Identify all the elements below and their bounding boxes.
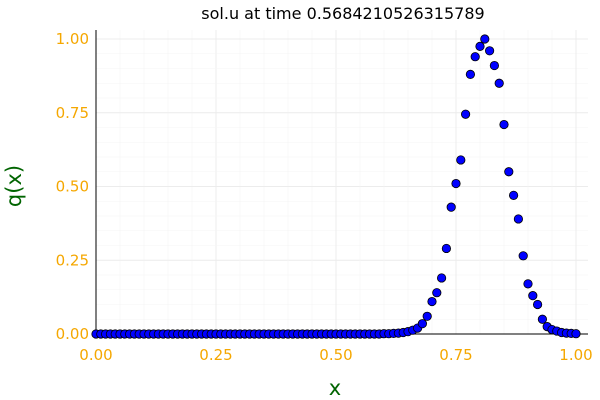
data-point	[484, 46, 495, 56]
data-point	[456, 155, 466, 165]
data-point	[427, 296, 437, 307]
data-point	[446, 202, 456, 212]
x-tick-label: 0.00	[79, 346, 112, 364]
data-point	[528, 291, 538, 301]
data-point	[504, 167, 514, 177]
data-point	[432, 288, 442, 298]
data-point	[532, 299, 543, 310]
data-point	[523, 279, 533, 289]
data-point	[451, 178, 461, 189]
data-point	[518, 251, 528, 261]
data-point	[460, 109, 471, 119]
y-tick-label: 0.75	[56, 104, 89, 122]
data-point	[489, 60, 499, 71]
data-point	[470, 52, 480, 62]
x-axis-label: x	[329, 376, 341, 400]
data-point	[480, 34, 490, 44]
data-point	[499, 119, 509, 130]
x-tick-label: 1.00	[559, 346, 592, 364]
x-tick-label: 0.25	[199, 346, 232, 364]
data-point	[422, 311, 432, 321]
data-point	[494, 78, 504, 88]
data-point	[475, 41, 485, 51]
data-points	[91, 34, 581, 339]
data-point	[417, 319, 427, 329]
y-tick-labels: 0.00 0.25 0.50 0.75 1.00	[56, 30, 89, 343]
data-point	[508, 190, 519, 200]
data-point	[513, 214, 524, 224]
x-tick-label: 0.50	[319, 346, 352, 364]
y-tick-label: 0.25	[56, 251, 89, 269]
x-tick-label: 0.75	[439, 346, 472, 364]
data-point	[436, 273, 447, 283]
y-axis-label: q(x)	[2, 165, 26, 207]
data-point	[571, 329, 581, 339]
chart-title: sol.u at time 0.5684210526315789	[201, 4, 484, 23]
y-tick-label: 0.50	[56, 178, 89, 196]
y-tick-label: 0.00	[56, 325, 89, 343]
grid	[95, 30, 588, 335]
y-tick-label: 1.00	[56, 30, 89, 48]
x-tick-labels: 0.00 0.25 0.50 0.75 1.00	[79, 346, 592, 364]
data-point	[441, 243, 451, 254]
data-point	[537, 314, 548, 324]
data-point	[465, 69, 475, 80]
